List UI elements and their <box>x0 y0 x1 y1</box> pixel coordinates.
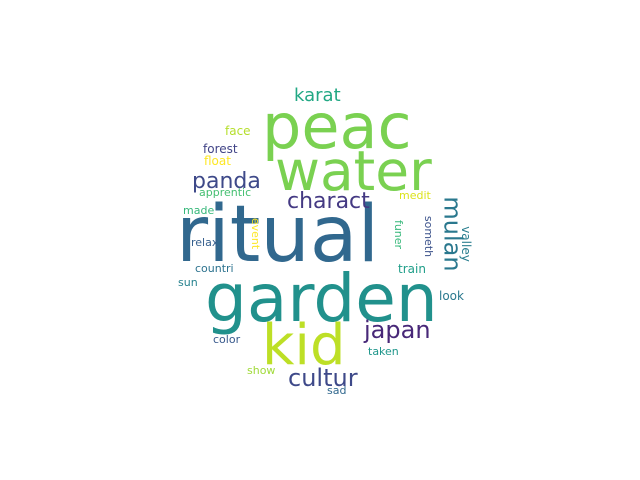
word-cultur: cultur <box>288 364 358 392</box>
word-sad: sad <box>327 384 347 397</box>
word-show: show <box>247 364 276 377</box>
word-valley: valley <box>458 226 473 262</box>
word-taken: taken <box>368 345 399 358</box>
word-float: float <box>204 154 231 168</box>
word-train: train <box>398 262 426 276</box>
word-color: color <box>213 333 241 346</box>
word-charact: charact <box>287 189 370 214</box>
word-someth: someth <box>422 215 436 258</box>
word-sun: sun <box>178 276 198 289</box>
word-countri: countri <box>195 262 234 275</box>
word-panda: panda <box>192 169 261 194</box>
word-face: face <box>225 124 251 138</box>
word-kid: kid <box>262 313 346 378</box>
word-ritual: ritual <box>176 190 380 280</box>
word-karat: karat <box>294 85 341 106</box>
word-relax: relax <box>191 236 219 249</box>
word-peac: peac <box>262 90 412 163</box>
word-water: water <box>275 139 432 203</box>
word-funer: funer <box>392 219 406 250</box>
word-look: look <box>439 289 464 303</box>
word-forest: forest <box>203 142 238 156</box>
word-japan: japan <box>364 316 431 344</box>
word-garden: garden <box>205 260 438 337</box>
word-apprentic: apprentic <box>199 186 252 199</box>
word-event: event <box>249 217 263 250</box>
word-made: made <box>183 204 215 217</box>
word-medit: medit <box>399 189 431 202</box>
